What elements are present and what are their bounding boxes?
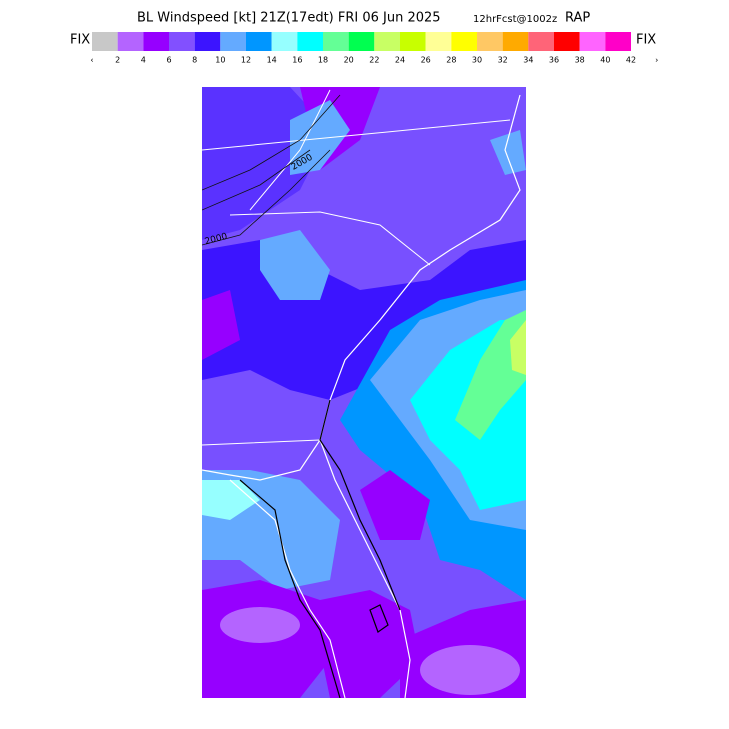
wind-area: [290, 100, 350, 175]
colorbar-label: 2: [115, 56, 120, 65]
colorbar-swatch: [246, 32, 272, 51]
colorbar-swatch: [220, 32, 246, 51]
contour-line: [202, 94, 341, 246]
colorbar-swatch: [92, 32, 118, 51]
colorbar-label: 14: [267, 56, 277, 65]
wind-area: [455, 310, 526, 440]
colorbar-swatch: [502, 32, 529, 51]
colorbar-label: 4: [141, 56, 146, 65]
model: RAP: [565, 11, 590, 26]
colorbar-swatch: [194, 32, 221, 51]
colorbar-label: 22: [369, 56, 379, 65]
colorbar-label: 8: [192, 56, 197, 65]
wind-area: [490, 130, 526, 175]
colorbar-swatch: [554, 32, 580, 51]
colorbar-label: 26: [421, 56, 431, 65]
wind-area: [360, 470, 430, 540]
colorbar-label: 42: [626, 56, 636, 65]
colorbar-swatch: [297, 32, 323, 51]
colorbar-label: ›: [655, 56, 658, 65]
forecast: 12hrFcst@1002z: [473, 14, 557, 25]
colorbar-label: 30: [472, 56, 482, 65]
colorbar-swatch: [425, 32, 452, 51]
colorbar-swatch: [169, 32, 195, 51]
wind-area: [220, 607, 300, 643]
colorbar-swatch: [451, 32, 477, 51]
colorbar-label: 16: [292, 56, 302, 65]
colorbar-swatch: [271, 32, 298, 51]
colorbar: FIX FIX ‹ 2 4 6 8 10 12 14 16 18 20 22 24 26 28 30 32 34 3…: [70, 32, 658, 65]
colorbar-label: 38: [575, 56, 585, 65]
colorbar-swatch: [528, 32, 554, 51]
contour-line: [239, 399, 401, 698]
colorbar-swatch: [605, 32, 631, 51]
colorbar-swatch: [143, 32, 169, 51]
colorbar-label: 36: [549, 56, 559, 65]
colorbar-label: 18: [318, 56, 328, 65]
wind-area: [510, 320, 526, 375]
colorbar-label: 34: [523, 56, 533, 65]
colorbar-label: 24: [395, 56, 405, 65]
border-line: [202, 89, 511, 446]
colorbar-label: 32: [498, 56, 508, 65]
colorbar-label: 40: [600, 56, 610, 65]
colorbar-label: 28: [446, 56, 456, 65]
colorbar-swatch: [477, 32, 503, 51]
wind-area: [260, 230, 330, 300]
colorbar-swatch: [400, 32, 426, 51]
colorbar-label: 6: [166, 56, 171, 65]
colorbar-swatch: [323, 32, 349, 51]
map: 2000 2000: [202, 87, 526, 698]
coastline: [202, 94, 521, 698]
wind-area: [320, 590, 420, 698]
colorbar-left-label: FIX: [70, 33, 90, 48]
colorbar-right-label: FIX: [636, 33, 656, 48]
colorbar-swatch: [117, 32, 144, 51]
wind-area: [202, 290, 240, 360]
colorbar-label: 12: [241, 56, 251, 65]
colorbar-swatch: [348, 32, 375, 51]
title: BL Windspeed [kt] 21Z(17edt) FRI 06 Jun …: [137, 11, 441, 26]
colorbar-swatch: [579, 32, 606, 51]
wind-area: [202, 480, 260, 520]
colorbar-label: ‹: [90, 56, 93, 65]
wind-area: [420, 645, 520, 695]
colorbar-label: 20: [344, 56, 354, 65]
header: BL Windspeed [kt] 21Z(17edt) FRI 06 Jun …: [137, 11, 590, 26]
colorbar-label: 10: [215, 56, 225, 65]
colorbar-swatch: [374, 32, 400, 51]
